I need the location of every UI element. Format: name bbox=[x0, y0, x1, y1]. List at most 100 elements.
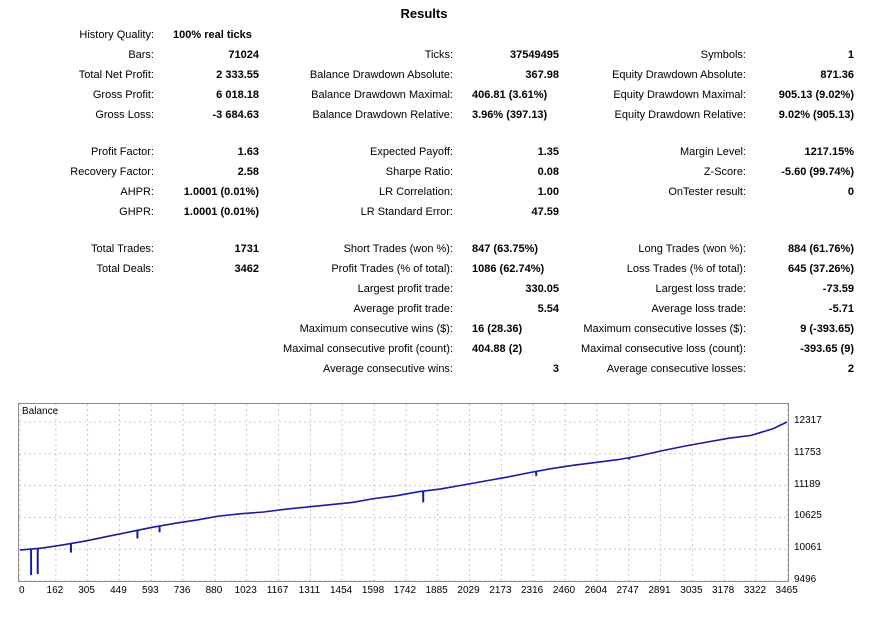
x-tick-label: 1167 bbox=[266, 585, 289, 596]
col3-label: Maximal consecutive loss (count): bbox=[580, 343, 746, 355]
x-tick-label: 1598 bbox=[361, 585, 385, 596]
col2-value: 1086 (62.74%) bbox=[472, 263, 545, 275]
y-tick-label: 12317 bbox=[794, 415, 822, 426]
col1-value: 1.0001 (0.01%) bbox=[183, 186, 259, 198]
col3-value: -73.59 bbox=[822, 283, 854, 295]
col1-label: AHPR: bbox=[120, 186, 154, 198]
x-tick-label: 162 bbox=[46, 585, 64, 596]
col2-value: 47.59 bbox=[531, 206, 559, 218]
x-tick-label: 2891 bbox=[648, 585, 671, 596]
balance-line bbox=[19, 421, 788, 551]
col1-label: Gross Loss: bbox=[95, 109, 154, 121]
col3-label: Equity Drawdown Relative: bbox=[614, 109, 746, 121]
col2-label: Average consecutive wins: bbox=[322, 363, 453, 375]
x-tick-label: 3178 bbox=[711, 585, 735, 596]
col2-value: 0.08 bbox=[537, 166, 559, 178]
chart-title: Balance bbox=[22, 406, 59, 417]
col3-value: 871.36 bbox=[820, 69, 854, 81]
col1-value: 1.0001 (0.01%) bbox=[183, 206, 259, 218]
col1-value: 1.63 bbox=[237, 146, 259, 158]
col3-label: Equity Drawdown Absolute: bbox=[612, 69, 746, 81]
x-tick-label: 1742 bbox=[393, 585, 417, 596]
col3-label: OnTester result: bbox=[668, 186, 746, 198]
col3-label: Loss Trades (% of total): bbox=[626, 263, 746, 275]
col2-value: 3.96% (397.13) bbox=[472, 109, 548, 121]
page-title: Results bbox=[400, 6, 448, 21]
x-tick-label: 2173 bbox=[489, 585, 512, 596]
col1-label: Total Deals: bbox=[96, 263, 154, 275]
col2-value: 1.00 bbox=[537, 186, 559, 198]
col3-value: 2 bbox=[847, 363, 854, 375]
history-quality-label: History Quality: bbox=[79, 29, 154, 41]
col2-label: LR Correlation: bbox=[379, 186, 453, 198]
col3-label: Average loss trade: bbox=[651, 303, 746, 315]
col2-label: Maximum consecutive wins ($): bbox=[299, 323, 453, 335]
col3-label: Largest loss trade: bbox=[655, 283, 747, 295]
x-tick-label: 593 bbox=[142, 585, 159, 596]
col3-value: -5.71 bbox=[828, 303, 854, 315]
balance-chart bbox=[18, 403, 789, 582]
history-quality-value: 100% real ticks bbox=[173, 29, 252, 41]
x-tick-label: 3322 bbox=[743, 585, 767, 596]
x-tick-label: 2604 bbox=[584, 585, 608, 596]
y-tick-label: 11189 bbox=[794, 478, 821, 490]
x-tick-label: 880 bbox=[205, 585, 223, 596]
col3-label: Symbols: bbox=[700, 49, 746, 61]
x-tick-label: 1023 bbox=[234, 585, 257, 596]
col2-value: 330.05 bbox=[525, 283, 559, 295]
col2-label: Balance Drawdown Maximal: bbox=[311, 89, 453, 101]
x-tick-label: 1311 bbox=[298, 585, 321, 596]
col3-value: 1 bbox=[847, 49, 854, 61]
x-tick-label: 2747 bbox=[616, 585, 639, 596]
col2-value: 404.88 (2) bbox=[472, 343, 523, 355]
col1-label: Recovery Factor: bbox=[70, 166, 154, 178]
y-tick-label: 11753 bbox=[794, 446, 822, 458]
y-tick-label: 9496 bbox=[794, 574, 817, 585]
col1-label: Total Trades: bbox=[91, 243, 154, 255]
col3-label: Margin Level: bbox=[679, 146, 746, 158]
y-tick-label: 10625 bbox=[794, 510, 822, 522]
col1-value: 6 018.18 bbox=[216, 89, 259, 101]
col2-value: 37549495 bbox=[510, 49, 559, 61]
x-tick-label: 449 bbox=[110, 585, 127, 596]
col2-label: Sharpe Ratio: bbox=[385, 166, 453, 178]
col2-label: Balance Drawdown Absolute: bbox=[309, 69, 453, 81]
col1-label: Profit Factor: bbox=[91, 146, 154, 158]
col3-value: 0 bbox=[847, 186, 854, 198]
x-tick-label: 305 bbox=[78, 585, 95, 596]
col1-label: Gross Profit: bbox=[92, 89, 154, 101]
col2-label: Largest profit trade: bbox=[357, 283, 453, 295]
x-tick-label: 3465 bbox=[775, 585, 798, 596]
x-tick-label: 736 bbox=[173, 585, 191, 596]
x-tick-label: 1454 bbox=[330, 585, 353, 596]
col2-label: Short Trades (won %): bbox=[343, 243, 453, 255]
x-tick-label: 2029 bbox=[457, 585, 480, 596]
col1-value: -3 684.63 bbox=[212, 109, 259, 121]
x-tick-label: 2316 bbox=[520, 585, 544, 596]
col1-value: 1731 bbox=[234, 243, 259, 255]
col1-value: 2 333.55 bbox=[216, 69, 259, 81]
col1-label: GHPR: bbox=[119, 206, 154, 218]
col3-value: 905.13 (9.02%) bbox=[778, 89, 854, 101]
col2-label: Average profit trade: bbox=[353, 303, 453, 315]
y-tick-label: 10061 bbox=[794, 542, 822, 554]
col3-value: 884 (61.76%) bbox=[787, 243, 854, 255]
col1-value: 71024 bbox=[228, 49, 259, 61]
x-tick-label: 1885 bbox=[425, 585, 448, 596]
col3-value: 9 (-393.65) bbox=[800, 323, 854, 335]
col2-value: 847 (63.75%) bbox=[472, 243, 539, 255]
col2-label: Profit Trades (% of total): bbox=[331, 263, 453, 275]
col3-value: 645 (37.26%) bbox=[787, 263, 854, 275]
col3-value: 1217.15% bbox=[804, 146, 854, 158]
col1-value: 3462 bbox=[234, 263, 259, 275]
col2-value: 1.35 bbox=[537, 146, 559, 158]
col3-label: Average consecutive losses: bbox=[606, 363, 746, 375]
col1-label: Total Net Profit: bbox=[78, 69, 154, 81]
col3-label: Long Trades (won %): bbox=[638, 243, 746, 255]
x-tick-label: 2460 bbox=[552, 585, 576, 596]
x-tick-label: 0 bbox=[19, 585, 25, 596]
col2-value: 367.98 bbox=[525, 69, 559, 81]
col3-label: Z-Score: bbox=[703, 166, 746, 178]
balance-chart-plot bbox=[19, 404, 788, 581]
col2-label: LR Standard Error: bbox=[360, 206, 453, 218]
